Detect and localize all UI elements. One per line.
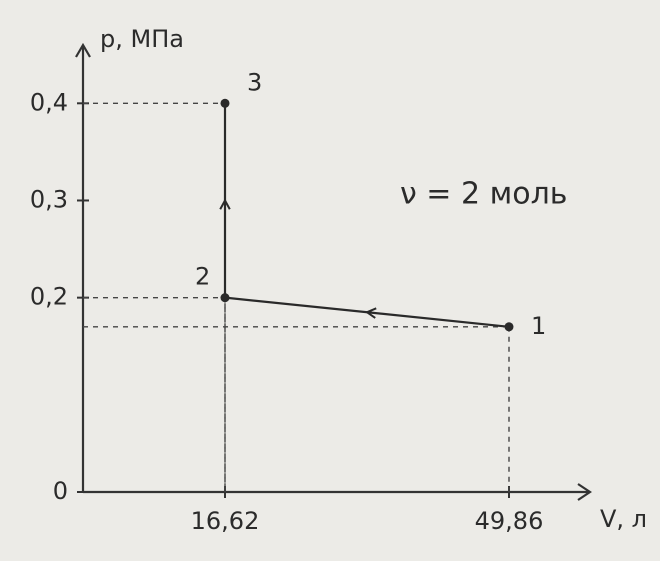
point-label: 3 — [247, 68, 262, 96]
state-point — [220, 99, 229, 108]
point-label: 1 — [531, 312, 546, 340]
chart: p, МПа V, л ν = 2 моль 0 0,2 0,3 0,4 16,62 49… — [0, 0, 660, 561]
state-point — [504, 322, 513, 331]
point-label: 2 — [195, 263, 210, 291]
y-tick-label: 0,3 — [30, 185, 68, 213]
axes — [76, 45, 590, 500]
x-axis-label: V, л — [600, 505, 647, 533]
x-tick-label: 16,62 — [191, 507, 260, 535]
state-point — [220, 293, 229, 302]
y-tick-label: 0,2 — [30, 283, 68, 311]
y-axis-label: p, МПа — [100, 25, 184, 53]
process-line — [225, 103, 509, 327]
annotation: ν = 2 моль — [400, 177, 567, 212]
y-tick-label: 0,4 — [30, 88, 68, 116]
x-tick-label: 49,86 — [475, 507, 544, 535]
y-tick-label: 0 — [53, 477, 68, 505]
